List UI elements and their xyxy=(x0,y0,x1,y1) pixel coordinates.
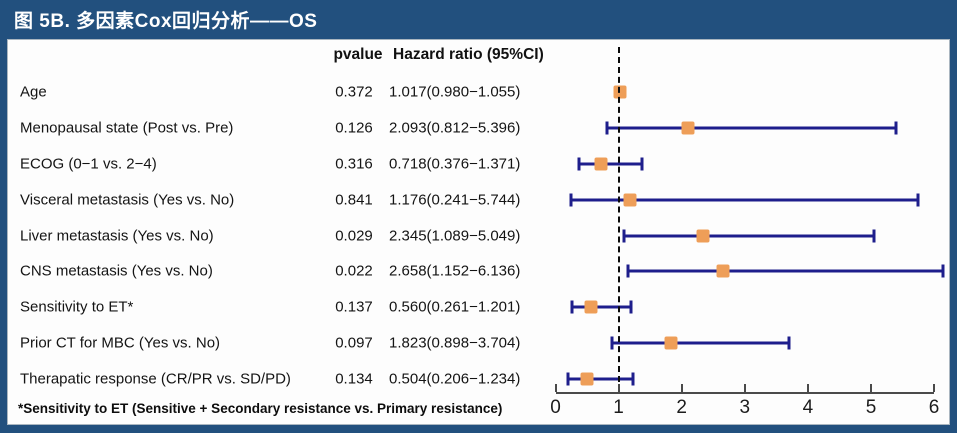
hr-marker xyxy=(594,157,608,171)
ci-cap-high xyxy=(894,121,898,135)
ci-cap-high xyxy=(916,193,920,207)
row-pvalue: 0.097 xyxy=(335,334,373,352)
row-pvalue: 0.372 xyxy=(335,83,373,101)
x-axis-tick-label: 5 xyxy=(865,397,877,418)
ci-cap-low xyxy=(566,372,570,386)
row-label: Sensitivity to ET* xyxy=(20,298,134,316)
x-axis-line xyxy=(555,392,935,394)
ci-cap-low xyxy=(622,229,626,243)
x-axis-tick xyxy=(680,384,683,392)
x-axis-tick xyxy=(933,384,936,392)
row-label: Therapatic response (CR/PR vs. SD/PD) xyxy=(20,370,291,388)
row-label: CNS metastasis (Yes vs. No) xyxy=(20,262,213,280)
hr-marker xyxy=(664,336,678,350)
column-header-hazard-ratio: Hazard ratio (95%CI) xyxy=(393,46,544,63)
hr-marker xyxy=(696,229,710,243)
ci-cap-low xyxy=(577,157,581,171)
row-hazard-ratio: 2.093(0.812−5.396) xyxy=(389,119,521,137)
figure-title-bar: 图 5B. 多因素Cox回归分析——OS xyxy=(0,0,957,39)
ci-line xyxy=(571,305,632,309)
row-label: Visceral metastasis (Yes vs. No) xyxy=(20,191,235,209)
hr-marker xyxy=(584,300,598,314)
x-axis-tick xyxy=(806,384,809,392)
ci-line xyxy=(570,198,918,202)
ci-cap-low xyxy=(605,121,609,135)
row-hazard-ratio: 0.560(0.261−1.201) xyxy=(389,298,521,316)
row-pvalue: 0.022 xyxy=(335,262,373,280)
footnote: *Sensitivity to ET (Sensitive + Secondar… xyxy=(18,401,503,416)
row-hazard-ratio: 1.823(0.898−3.704) xyxy=(389,334,521,352)
ci-line xyxy=(624,234,875,238)
hr-marker xyxy=(580,372,594,386)
row-pvalue: 0.841 xyxy=(335,191,373,209)
row-pvalue: 0.137 xyxy=(335,298,373,316)
row-label: Liver metastasis (Yes vs. No) xyxy=(20,227,214,245)
hr-marker xyxy=(681,121,695,135)
x-axis-tick-label: 4 xyxy=(802,397,814,418)
figure-title: 图 5B. 多因素Cox回归分析——OS xyxy=(14,11,318,32)
row-pvalue: 0.134 xyxy=(335,370,373,388)
hr-marker xyxy=(613,85,627,99)
x-axis-tick-label: 2 xyxy=(676,397,687,418)
hr-marker xyxy=(623,193,637,207)
column-header-pvalue: pvalue xyxy=(333,46,383,63)
ci-cap-high xyxy=(872,229,876,243)
ci-cap-low xyxy=(610,336,614,350)
ci-line xyxy=(568,377,634,381)
ci-cap-low xyxy=(626,264,630,278)
row-hazard-ratio: 2.345(1.089−5.049) xyxy=(389,227,521,245)
row-pvalue: 0.316 xyxy=(335,155,373,173)
ci-cap-high xyxy=(631,372,635,386)
ci-line xyxy=(628,269,943,273)
x-axis-tick-label: 0 xyxy=(550,397,561,418)
hr-marker xyxy=(716,264,730,278)
x-axis-tick-label: 3 xyxy=(739,397,751,418)
x-axis-tick-label: 6 xyxy=(928,397,940,418)
reference-line xyxy=(617,47,620,392)
row-hazard-ratio: 1.017(0.980−1.055) xyxy=(389,83,521,101)
plot-panel xyxy=(7,39,950,425)
x-axis-tick-label: 1 xyxy=(613,397,624,418)
ci-line xyxy=(579,162,642,166)
x-axis-tick xyxy=(554,384,557,392)
row-hazard-ratio: 0.504(0.206−1.234) xyxy=(389,370,521,388)
row-label: Menopausal state (Post vs. Pre) xyxy=(20,119,234,137)
ci-line xyxy=(606,126,896,130)
row-hazard-ratio: 0.718(0.376−1.371) xyxy=(389,155,521,173)
row-label: Prior CT for MBC (Yes vs. No) xyxy=(20,334,221,352)
row-pvalue: 0.126 xyxy=(335,119,373,137)
ci-line xyxy=(612,341,790,345)
row-hazard-ratio: 1.176(0.241−5.744) xyxy=(389,191,521,209)
x-axis-tick xyxy=(870,384,872,392)
ci-cap-high xyxy=(941,264,945,278)
row-label: ECOG (0−1 vs. 2−4) xyxy=(20,155,157,173)
row-label: Age xyxy=(20,83,47,101)
row-pvalue: 0.029 xyxy=(335,227,373,245)
x-axis-tick xyxy=(743,384,746,392)
ci-cap-high xyxy=(787,336,791,350)
x-axis-tick xyxy=(617,384,620,392)
row-hazard-ratio: 2.658(1.152−6.136) xyxy=(389,262,521,280)
ci-cap-low xyxy=(570,300,574,314)
ci-cap-high xyxy=(640,157,644,171)
ci-cap-high xyxy=(629,300,633,314)
ci-cap-low xyxy=(569,193,573,207)
